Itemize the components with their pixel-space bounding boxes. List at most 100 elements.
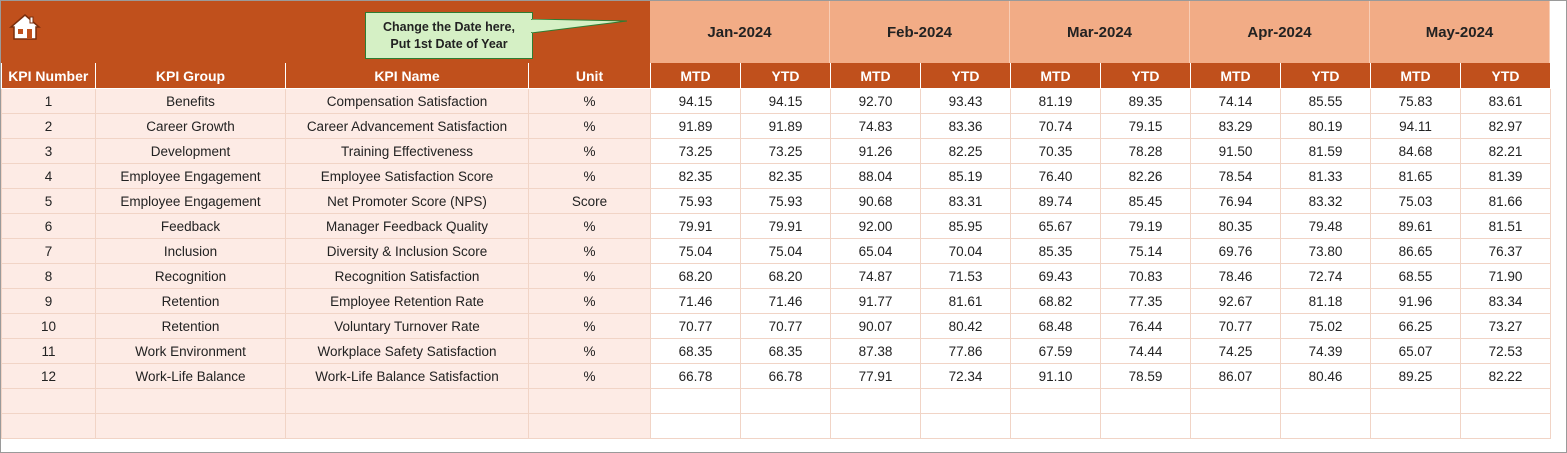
- kpi-name-cell[interactable]: Manager Feedback Quality: [285, 213, 529, 239]
- mtd-value-cell[interactable]: 84.68: [1370, 138, 1461, 164]
- kpi-group-cell[interactable]: Feedback: [95, 213, 286, 239]
- empty-cell[interactable]: [1190, 413, 1281, 439]
- kpi-name-cell[interactable]: Voluntary Turnover Rate: [285, 313, 529, 339]
- ytd-value-cell[interactable]: 85.55: [1280, 88, 1371, 114]
- mtd-value-cell[interactable]: 86.07: [1190, 363, 1281, 389]
- mtd-value-cell[interactable]: 75.83: [1370, 88, 1461, 114]
- mtd-value-cell[interactable]: 92.70: [830, 88, 921, 114]
- empty-cell[interactable]: [1280, 388, 1371, 414]
- empty-cell[interactable]: [1010, 413, 1101, 439]
- kpi-name-cell[interactable]: Employee Retention Rate: [285, 288, 529, 314]
- ytd-value-cell[interactable]: 70.77: [740, 313, 831, 339]
- mtd-value-cell[interactable]: 74.25: [1190, 338, 1281, 364]
- mtd-value-cell[interactable]: 65.67: [1010, 213, 1101, 239]
- mtd-value-cell[interactable]: 68.35: [650, 338, 741, 364]
- month-header-4[interactable]: Apr-2024: [1190, 1, 1370, 63]
- mtd-value-cell[interactable]: 91.89: [650, 113, 741, 139]
- ytd-value-cell[interactable]: 71.90: [1460, 263, 1551, 289]
- ytd-value-cell[interactable]: 72.34: [920, 363, 1011, 389]
- kpi-number-cell[interactable]: 4: [1, 163, 96, 189]
- ytd-value-cell[interactable]: 81.18: [1280, 288, 1371, 314]
- mtd-value-cell[interactable]: 70.77: [650, 313, 741, 339]
- mtd-value-cell[interactable]: 67.59: [1010, 338, 1101, 364]
- mtd-value-cell[interactable]: 71.46: [650, 288, 741, 314]
- ytd-value-cell[interactable]: 75.14: [1100, 238, 1191, 264]
- mtd-value-cell[interactable]: 91.77: [830, 288, 921, 314]
- ytd-value-cell[interactable]: 89.35: [1100, 88, 1191, 114]
- empty-cell[interactable]: [1370, 388, 1461, 414]
- mtd-value-cell[interactable]: 82.35: [650, 163, 741, 189]
- kpi-group-cell[interactable]: Inclusion: [95, 238, 286, 264]
- mtd-value-cell[interactable]: 81.65: [1370, 163, 1461, 189]
- ytd-value-cell[interactable]: 82.26: [1100, 163, 1191, 189]
- mtd-value-cell[interactable]: 91.50: [1190, 138, 1281, 164]
- ytd-value-cell[interactable]: 70.83: [1100, 263, 1191, 289]
- mtd-value-cell[interactable]: 75.03: [1370, 188, 1461, 214]
- mtd-value-cell[interactable]: 91.10: [1010, 363, 1101, 389]
- kpi-name-cell[interactable]: Employee Satisfaction Score: [285, 163, 529, 189]
- kpi-number-cell[interactable]: 7: [1, 238, 96, 264]
- ytd-value-cell[interactable]: 83.34: [1460, 288, 1551, 314]
- mtd-value-cell[interactable]: 91.26: [830, 138, 921, 164]
- empty-cell[interactable]: [1100, 413, 1191, 439]
- unit-cell[interactable]: %: [528, 288, 651, 314]
- kpi-name-cell[interactable]: Training Effectiveness: [285, 138, 529, 164]
- ytd-value-cell[interactable]: 80.46: [1280, 363, 1371, 389]
- mtd-value-cell[interactable]: 66.78: [650, 363, 741, 389]
- ytd-value-cell[interactable]: 71.46: [740, 288, 831, 314]
- col-mtd[interactable]: MTD: [1190, 63, 1281, 89]
- mtd-value-cell[interactable]: 68.55: [1370, 263, 1461, 289]
- ytd-value-cell[interactable]: 91.89: [740, 113, 831, 139]
- ytd-value-cell[interactable]: 82.25: [920, 138, 1011, 164]
- ytd-value-cell[interactable]: 74.44: [1100, 338, 1191, 364]
- ytd-value-cell[interactable]: 79.91: [740, 213, 831, 239]
- kpi-group-cell[interactable]: Retention: [95, 288, 286, 314]
- unit-cell[interactable]: %: [528, 163, 651, 189]
- mtd-value-cell[interactable]: 86.65: [1370, 238, 1461, 264]
- mtd-value-cell[interactable]: 79.91: [650, 213, 741, 239]
- month-header-5[interactable]: May-2024: [1370, 1, 1550, 63]
- col-ytd[interactable]: YTD: [1100, 63, 1191, 89]
- mtd-value-cell[interactable]: 73.25: [650, 138, 741, 164]
- col-mtd[interactable]: MTD: [830, 63, 921, 89]
- ytd-value-cell[interactable]: 85.19: [920, 163, 1011, 189]
- unit-cell[interactable]: %: [528, 238, 651, 264]
- month-header-3[interactable]: Mar-2024: [1010, 1, 1190, 63]
- mtd-value-cell[interactable]: 89.74: [1010, 188, 1101, 214]
- mtd-value-cell[interactable]: 94.11: [1370, 113, 1461, 139]
- ytd-value-cell[interactable]: 85.45: [1100, 188, 1191, 214]
- ytd-value-cell[interactable]: 75.93: [740, 188, 831, 214]
- ytd-value-cell[interactable]: 77.35: [1100, 288, 1191, 314]
- empty-cell[interactable]: [1010, 388, 1101, 414]
- mtd-value-cell[interactable]: 90.07: [830, 313, 921, 339]
- ytd-value-cell[interactable]: 81.59: [1280, 138, 1371, 164]
- kpi-name-cell[interactable]: Workplace Safety Satisfaction: [285, 338, 529, 364]
- empty-cell[interactable]: [285, 388, 529, 414]
- ytd-value-cell[interactable]: 81.61: [920, 288, 1011, 314]
- ytd-value-cell[interactable]: 76.37: [1460, 238, 1551, 264]
- col-kpi-name[interactable]: KPI Name: [285, 63, 529, 89]
- mtd-value-cell[interactable]: 74.83: [830, 113, 921, 139]
- mtd-value-cell[interactable]: 74.87: [830, 263, 921, 289]
- kpi-number-cell[interactable]: 9: [1, 288, 96, 314]
- col-mtd[interactable]: MTD: [1370, 63, 1461, 89]
- ytd-value-cell[interactable]: 83.31: [920, 188, 1011, 214]
- ytd-value-cell[interactable]: 73.25: [740, 138, 831, 164]
- ytd-value-cell[interactable]: 82.21: [1460, 138, 1551, 164]
- mtd-value-cell[interactable]: 80.35: [1190, 213, 1281, 239]
- kpi-name-cell[interactable]: Net Promoter Score (NPS): [285, 188, 529, 214]
- mtd-value-cell[interactable]: 78.46: [1190, 263, 1281, 289]
- ytd-value-cell[interactable]: 94.15: [740, 88, 831, 114]
- ytd-value-cell[interactable]: 72.53: [1460, 338, 1551, 364]
- kpi-number-cell[interactable]: 1: [1, 88, 96, 114]
- col-unit[interactable]: Unit: [528, 63, 651, 89]
- mtd-value-cell[interactable]: 68.82: [1010, 288, 1101, 314]
- mtd-value-cell[interactable]: 75.93: [650, 188, 741, 214]
- col-kpi-group[interactable]: KPI Group: [95, 63, 286, 89]
- unit-cell[interactable]: %: [528, 88, 651, 114]
- kpi-number-cell[interactable]: 2: [1, 113, 96, 139]
- empty-cell[interactable]: [830, 413, 921, 439]
- ytd-value-cell[interactable]: 68.35: [740, 338, 831, 364]
- mtd-value-cell[interactable]: 68.20: [650, 263, 741, 289]
- mtd-value-cell[interactable]: 69.76: [1190, 238, 1281, 264]
